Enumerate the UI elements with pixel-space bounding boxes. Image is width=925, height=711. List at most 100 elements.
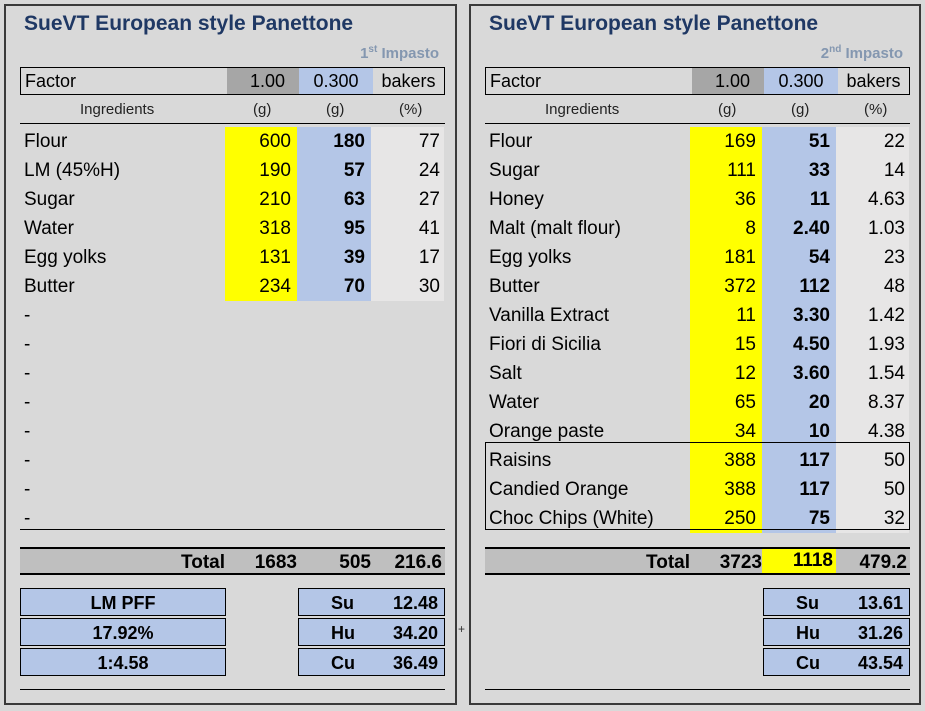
ingredient-name: Candied Orange: [489, 479, 629, 500]
factor-value-cell[interactable]: 1.00: [227, 68, 299, 94]
panel-bottom-line: [20, 689, 445, 690]
bakers-percent-cell[interactable]: 1.93: [836, 330, 909, 359]
scaled-grams-cell[interactable]: 54: [762, 243, 836, 272]
bakers-percent-cell[interactable]: 1.54: [836, 359, 909, 388]
grams-cell[interactable]: 169: [690, 127, 762, 156]
scaled-grams-cell[interactable]: 10: [762, 417, 836, 446]
grams-cell[interactable]: 12: [690, 359, 762, 388]
scaled-grams-cell[interactable]: 57: [297, 156, 371, 185]
table-row: Candied Orange 388 117 50: [485, 475, 909, 504]
bakers-percent-cell[interactable]: 22: [836, 127, 909, 156]
scaled-grams-cell[interactable]: 11: [762, 185, 836, 214]
ingredient-name: Malt (malt flour): [489, 218, 621, 239]
factor-row: Factor 1.00 0.300 bakers: [20, 67, 445, 95]
empty-row: -: [20, 446, 444, 475]
total-label: Total: [181, 552, 225, 573]
bakers-percent-cell[interactable]: 27: [371, 185, 444, 214]
empty-row: -: [20, 388, 444, 417]
grams-cell[interactable]: 111: [690, 156, 762, 185]
total-row: Total 1683 505 216.6: [20, 547, 445, 575]
scaled-grams-cell[interactable]: 75: [762, 504, 836, 533]
bakers-percent-cell[interactable]: 32: [836, 504, 909, 533]
header-divider: [20, 123, 445, 124]
bakers-percent-cell[interactable]: 30: [371, 272, 444, 301]
stat-cu: Cu 43.54: [763, 648, 910, 676]
bakers-percent-cell[interactable]: 48: [836, 272, 909, 301]
bakers-percent-cell[interactable]: 14: [836, 156, 909, 185]
header-grams-scaled: (g): [326, 101, 345, 118]
empty-row-dash: -: [24, 421, 31, 442]
table-row: Raisins 388 117 50: [485, 446, 909, 475]
bakers-percent-cell[interactable]: 4.63: [836, 185, 909, 214]
scaled-grams-cell[interactable]: 20: [762, 388, 836, 417]
grams-cell[interactable]: 250: [690, 504, 762, 533]
ingredient-name: Salt: [489, 363, 522, 384]
scaled-grams-cell[interactable]: 117: [762, 475, 836, 504]
table-row: Flour 600 180 77: [20, 127, 444, 156]
ingredient-name: Butter: [24, 276, 75, 297]
grams-cell[interactable]: 372: [690, 272, 762, 301]
bakers-percent-cell[interactable]: 50: [836, 475, 909, 504]
bakers-percent-cell[interactable]: 1.42: [836, 301, 909, 330]
empty-row-dash: -: [24, 450, 31, 471]
bakers-percent-cell[interactable]: 8.37: [836, 388, 909, 417]
header-ingredients: Ingredients: [80, 101, 155, 118]
grams-cell[interactable]: 34: [690, 417, 762, 446]
factor-bakers-cell[interactable]: 0.300: [764, 68, 838, 94]
panel-title: SueVT European style Panettone: [24, 12, 354, 35]
panel-bottom-line: [485, 689, 910, 690]
bakers-percent-cell[interactable]: 4.38: [836, 417, 909, 446]
ingredient-name: Flour: [489, 131, 533, 152]
panel-subtitle: 2nd Impasto: [820, 44, 903, 62]
grams-cell[interactable]: 234: [225, 272, 297, 301]
scaled-grams-cell[interactable]: 70: [297, 272, 371, 301]
scaled-grams-cell[interactable]: 95: [297, 214, 371, 243]
ingredient-name: Sugar: [489, 160, 540, 181]
table-row: Vanilla Extract 11 3.30 1.42: [485, 301, 909, 330]
factor-value-cell[interactable]: 1.00: [692, 68, 764, 94]
factor-bakers-cell[interactable]: 0.300: [299, 68, 373, 94]
scaled-grams-cell[interactable]: 33: [762, 156, 836, 185]
grams-cell[interactable]: 318: [225, 214, 297, 243]
bakers-percent-cell[interactable]: 17: [371, 243, 444, 272]
table-row: Flour 169 51 22: [485, 127, 909, 156]
grams-cell[interactable]: 15: [690, 330, 762, 359]
bakers-percent-cell[interactable]: 41: [371, 214, 444, 243]
grams-cell[interactable]: 388: [690, 446, 762, 475]
table-row: Salt 12 3.60 1.54: [485, 359, 909, 388]
grams-cell[interactable]: 11: [690, 301, 762, 330]
bakers-percent-cell[interactable]: 1.03: [836, 214, 909, 243]
scaled-grams-cell[interactable]: 3.30: [762, 301, 836, 330]
scaled-grams-cell[interactable]: 112: [762, 272, 836, 301]
bakers-percent-cell[interactable]: 23: [836, 243, 909, 272]
table-row: Egg yolks 181 54 23: [485, 243, 909, 272]
bakers-percent-cell[interactable]: 50: [836, 446, 909, 475]
grams-cell[interactable]: 210: [225, 185, 297, 214]
factor-label: Factor: [21, 68, 227, 94]
grams-cell[interactable]: 181: [690, 243, 762, 272]
table-row: Sugar 210 63 27: [20, 185, 444, 214]
grams-cell[interactable]: 65: [690, 388, 762, 417]
bakers-percent-cell[interactable]: 77: [371, 127, 444, 156]
grams-cell[interactable]: 600: [225, 127, 297, 156]
table-row: Orange paste 34 10 4.38: [485, 417, 909, 446]
grams-cell[interactable]: 8: [690, 214, 762, 243]
ingredient-name: Butter: [489, 276, 540, 297]
scaled-grams-cell[interactable]: 63: [297, 185, 371, 214]
grams-cell[interactable]: 388: [690, 475, 762, 504]
scaled-grams-cell[interactable]: 4.50: [762, 330, 836, 359]
panel-subtitle: 1st Impasto: [360, 44, 439, 62]
ingredient-name: Egg yolks: [24, 247, 107, 268]
empty-row-dash: -: [24, 508, 31, 529]
scaled-grams-cell[interactable]: 3.60: [762, 359, 836, 388]
grams-cell[interactable]: 190: [225, 156, 297, 185]
scaled-grams-cell[interactable]: 2.40: [762, 214, 836, 243]
grams-cell[interactable]: 36: [690, 185, 762, 214]
scaled-grams-cell[interactable]: 180: [297, 127, 371, 156]
scaled-grams-cell[interactable]: 117: [762, 446, 836, 475]
grams-cell[interactable]: 131: [225, 243, 297, 272]
scaled-grams-cell[interactable]: 51: [762, 127, 836, 156]
scaled-grams-cell[interactable]: 39: [297, 243, 371, 272]
total-grams: 3723: [719, 552, 762, 573]
bakers-percent-cell[interactable]: 24: [371, 156, 444, 185]
